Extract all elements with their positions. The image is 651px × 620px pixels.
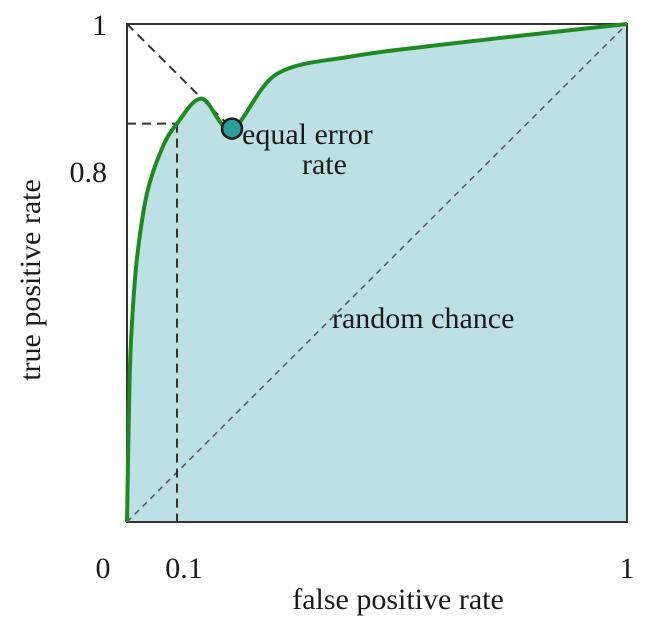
y-axis-title: true positive rate [14, 179, 47, 381]
random-chance-label: random chance [332, 302, 514, 335]
random-chance-line [126, 23, 628, 523]
x-tick-label: 1 [620, 552, 635, 585]
roc-curve [125, 22, 628, 523]
x-tick-label: 0 [96, 552, 111, 585]
y-tick-label: 1 [92, 9, 107, 42]
plot-frame [126, 23, 628, 523]
equal-error-label: rate [302, 148, 347, 181]
equal-error-label: equal error [242, 118, 373, 151]
equal-error-point [220, 117, 244, 140]
x-tick-label: 0.1 [165, 552, 203, 585]
x-axis-title: false positive rate [292, 583, 504, 616]
y-tick-label: 0.8 [70, 156, 108, 189]
